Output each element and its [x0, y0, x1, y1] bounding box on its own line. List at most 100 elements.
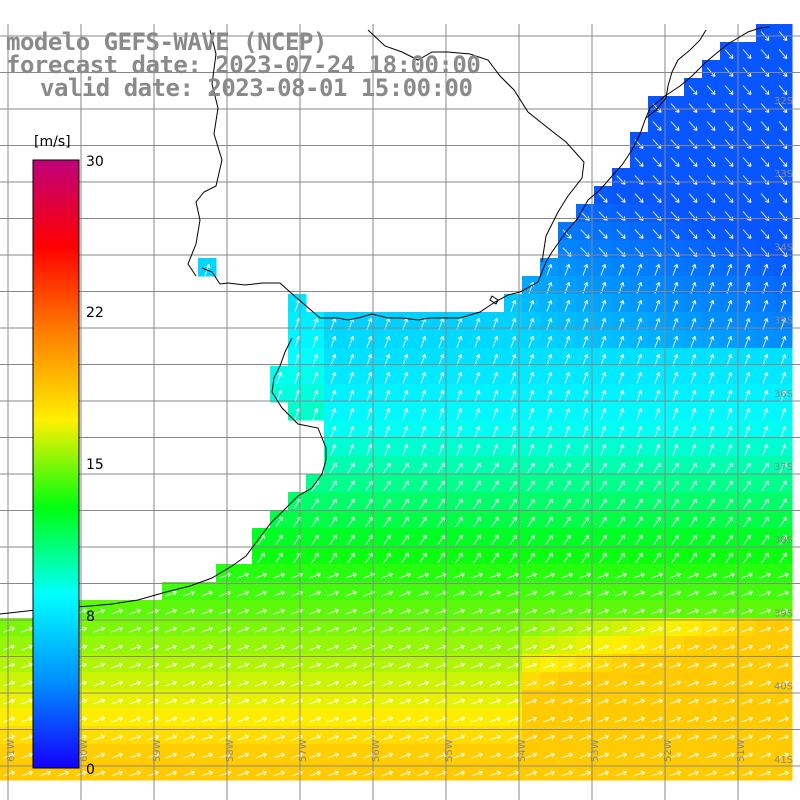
wind-speed-cell — [684, 510, 703, 529]
wind-speed-cell — [756, 294, 775, 313]
wind-speed-cell — [414, 348, 433, 367]
wind-speed-cell — [342, 348, 361, 367]
wind-arrow — [330, 390, 337, 402]
wind-arrow — [273, 572, 285, 579]
wind-speed-cell — [342, 510, 361, 529]
wind-speed-cell — [324, 672, 343, 691]
wind-arrow — [634, 229, 644, 239]
wind-arrow — [327, 572, 339, 579]
wind-speed-cell — [630, 420, 649, 439]
wind-arrow — [724, 121, 734, 131]
wind-arrow — [543, 662, 555, 669]
latitude-label: 38S — [774, 535, 793, 546]
wind-speed-cell — [486, 672, 505, 691]
wind-arrow — [563, 462, 571, 474]
wind-arrow — [671, 516, 679, 528]
wind-speed-cell — [666, 510, 685, 529]
wind-speed-cell — [576, 258, 595, 277]
wind-arrow — [381, 698, 393, 705]
wind-speed-cell — [684, 744, 703, 763]
wind-arrow — [366, 336, 373, 348]
wind-arrow — [705, 572, 717, 579]
wind-speed-cell — [432, 510, 451, 529]
wind-arrow — [417, 698, 429, 705]
wind-arrow — [725, 498, 733, 510]
wind-speed-cell — [342, 420, 361, 439]
wind-speed-cell — [630, 636, 649, 655]
wind-speed-cell — [396, 402, 415, 421]
wind-speed-cell — [756, 78, 775, 97]
wind-arrow — [381, 680, 393, 687]
wind-arrow — [366, 408, 373, 420]
wind-arrow — [636, 372, 643, 384]
wind-speed-cell — [432, 708, 451, 727]
wind-speed-cell — [270, 582, 289, 601]
longitude-labels: 61W 60W 59W 58W 57W 56W 55W 54W 53W 52W 51W — [6, 739, 747, 762]
wind-arrow — [312, 372, 319, 384]
wind-arrow — [741, 680, 753, 687]
wind-speed-cell — [90, 672, 109, 691]
wind-arrow — [744, 354, 751, 366]
wind-arrow — [760, 49, 770, 59]
wind-speed-cell — [468, 744, 487, 763]
wind-speed-cell — [702, 330, 721, 349]
wind-speed-cell — [108, 708, 127, 727]
wind-speed-cell — [180, 762, 199, 781]
wind-speed-cell — [684, 762, 703, 781]
wind-speed-cell — [774, 204, 793, 223]
wind-arrow — [147, 662, 159, 669]
wind-arrow — [561, 716, 573, 723]
wind-speed-cell — [594, 618, 613, 637]
wind-speed-cell — [324, 618, 343, 637]
wind-arrow — [741, 770, 753, 777]
wind-speed-cell — [738, 96, 757, 115]
wind-speed-cell — [738, 294, 757, 313]
wind-arrow — [762, 336, 769, 348]
wind-arrow — [669, 608, 681, 615]
wind-arrow — [687, 680, 699, 687]
wind-speed-cell — [612, 402, 631, 421]
wind-speed-cell — [738, 708, 757, 727]
wind-arrow — [255, 644, 267, 651]
wind-speed-cell — [648, 204, 667, 223]
wind-speed-cell — [378, 636, 397, 655]
wind-speed-cell — [414, 618, 433, 637]
wind-arrow — [528, 390, 535, 402]
wind-speed-cell — [396, 384, 415, 403]
wind-speed-cell — [504, 672, 523, 691]
wind-arrow — [543, 698, 555, 705]
wind-arrow — [723, 662, 735, 669]
wind-speed-cell — [756, 600, 775, 619]
wind-speed-cell — [702, 258, 721, 277]
wind-speed-cell — [342, 546, 361, 565]
wind-arrow — [309, 698, 321, 705]
wind-speed-cell — [450, 636, 469, 655]
wind-speed-cell — [306, 564, 325, 583]
wind-speed-cell — [738, 150, 757, 169]
wind-speed-cell — [774, 96, 793, 115]
wind-arrow — [741, 752, 753, 759]
wind-speed-cell — [594, 528, 613, 547]
wind-arrow — [651, 716, 663, 723]
wind-speed-cell — [288, 528, 307, 547]
wind-arrow — [489, 770, 501, 777]
wind-arrow — [507, 662, 519, 669]
wind-speed-cell — [666, 582, 685, 601]
wind-arrow — [688, 121, 698, 131]
wind-arrow — [312, 336, 319, 348]
wind-speed-cell — [342, 564, 361, 583]
wind-speed-cell — [774, 618, 793, 637]
wind-arrow — [330, 408, 337, 420]
wind-speed-cell — [774, 708, 793, 727]
wind-arrow — [437, 462, 445, 474]
wind-arrow — [384, 354, 391, 366]
wind-speed-cell — [198, 708, 217, 727]
wind-arrow — [183, 770, 195, 777]
wind-speed-cell — [684, 546, 703, 565]
wind-arrow — [492, 372, 499, 384]
wind-speed-cell — [576, 348, 595, 367]
wind-arrow — [399, 662, 411, 669]
wind-speed-cell — [612, 348, 631, 367]
wind-arrow — [708, 300, 715, 312]
wind-arrow — [437, 480, 445, 492]
